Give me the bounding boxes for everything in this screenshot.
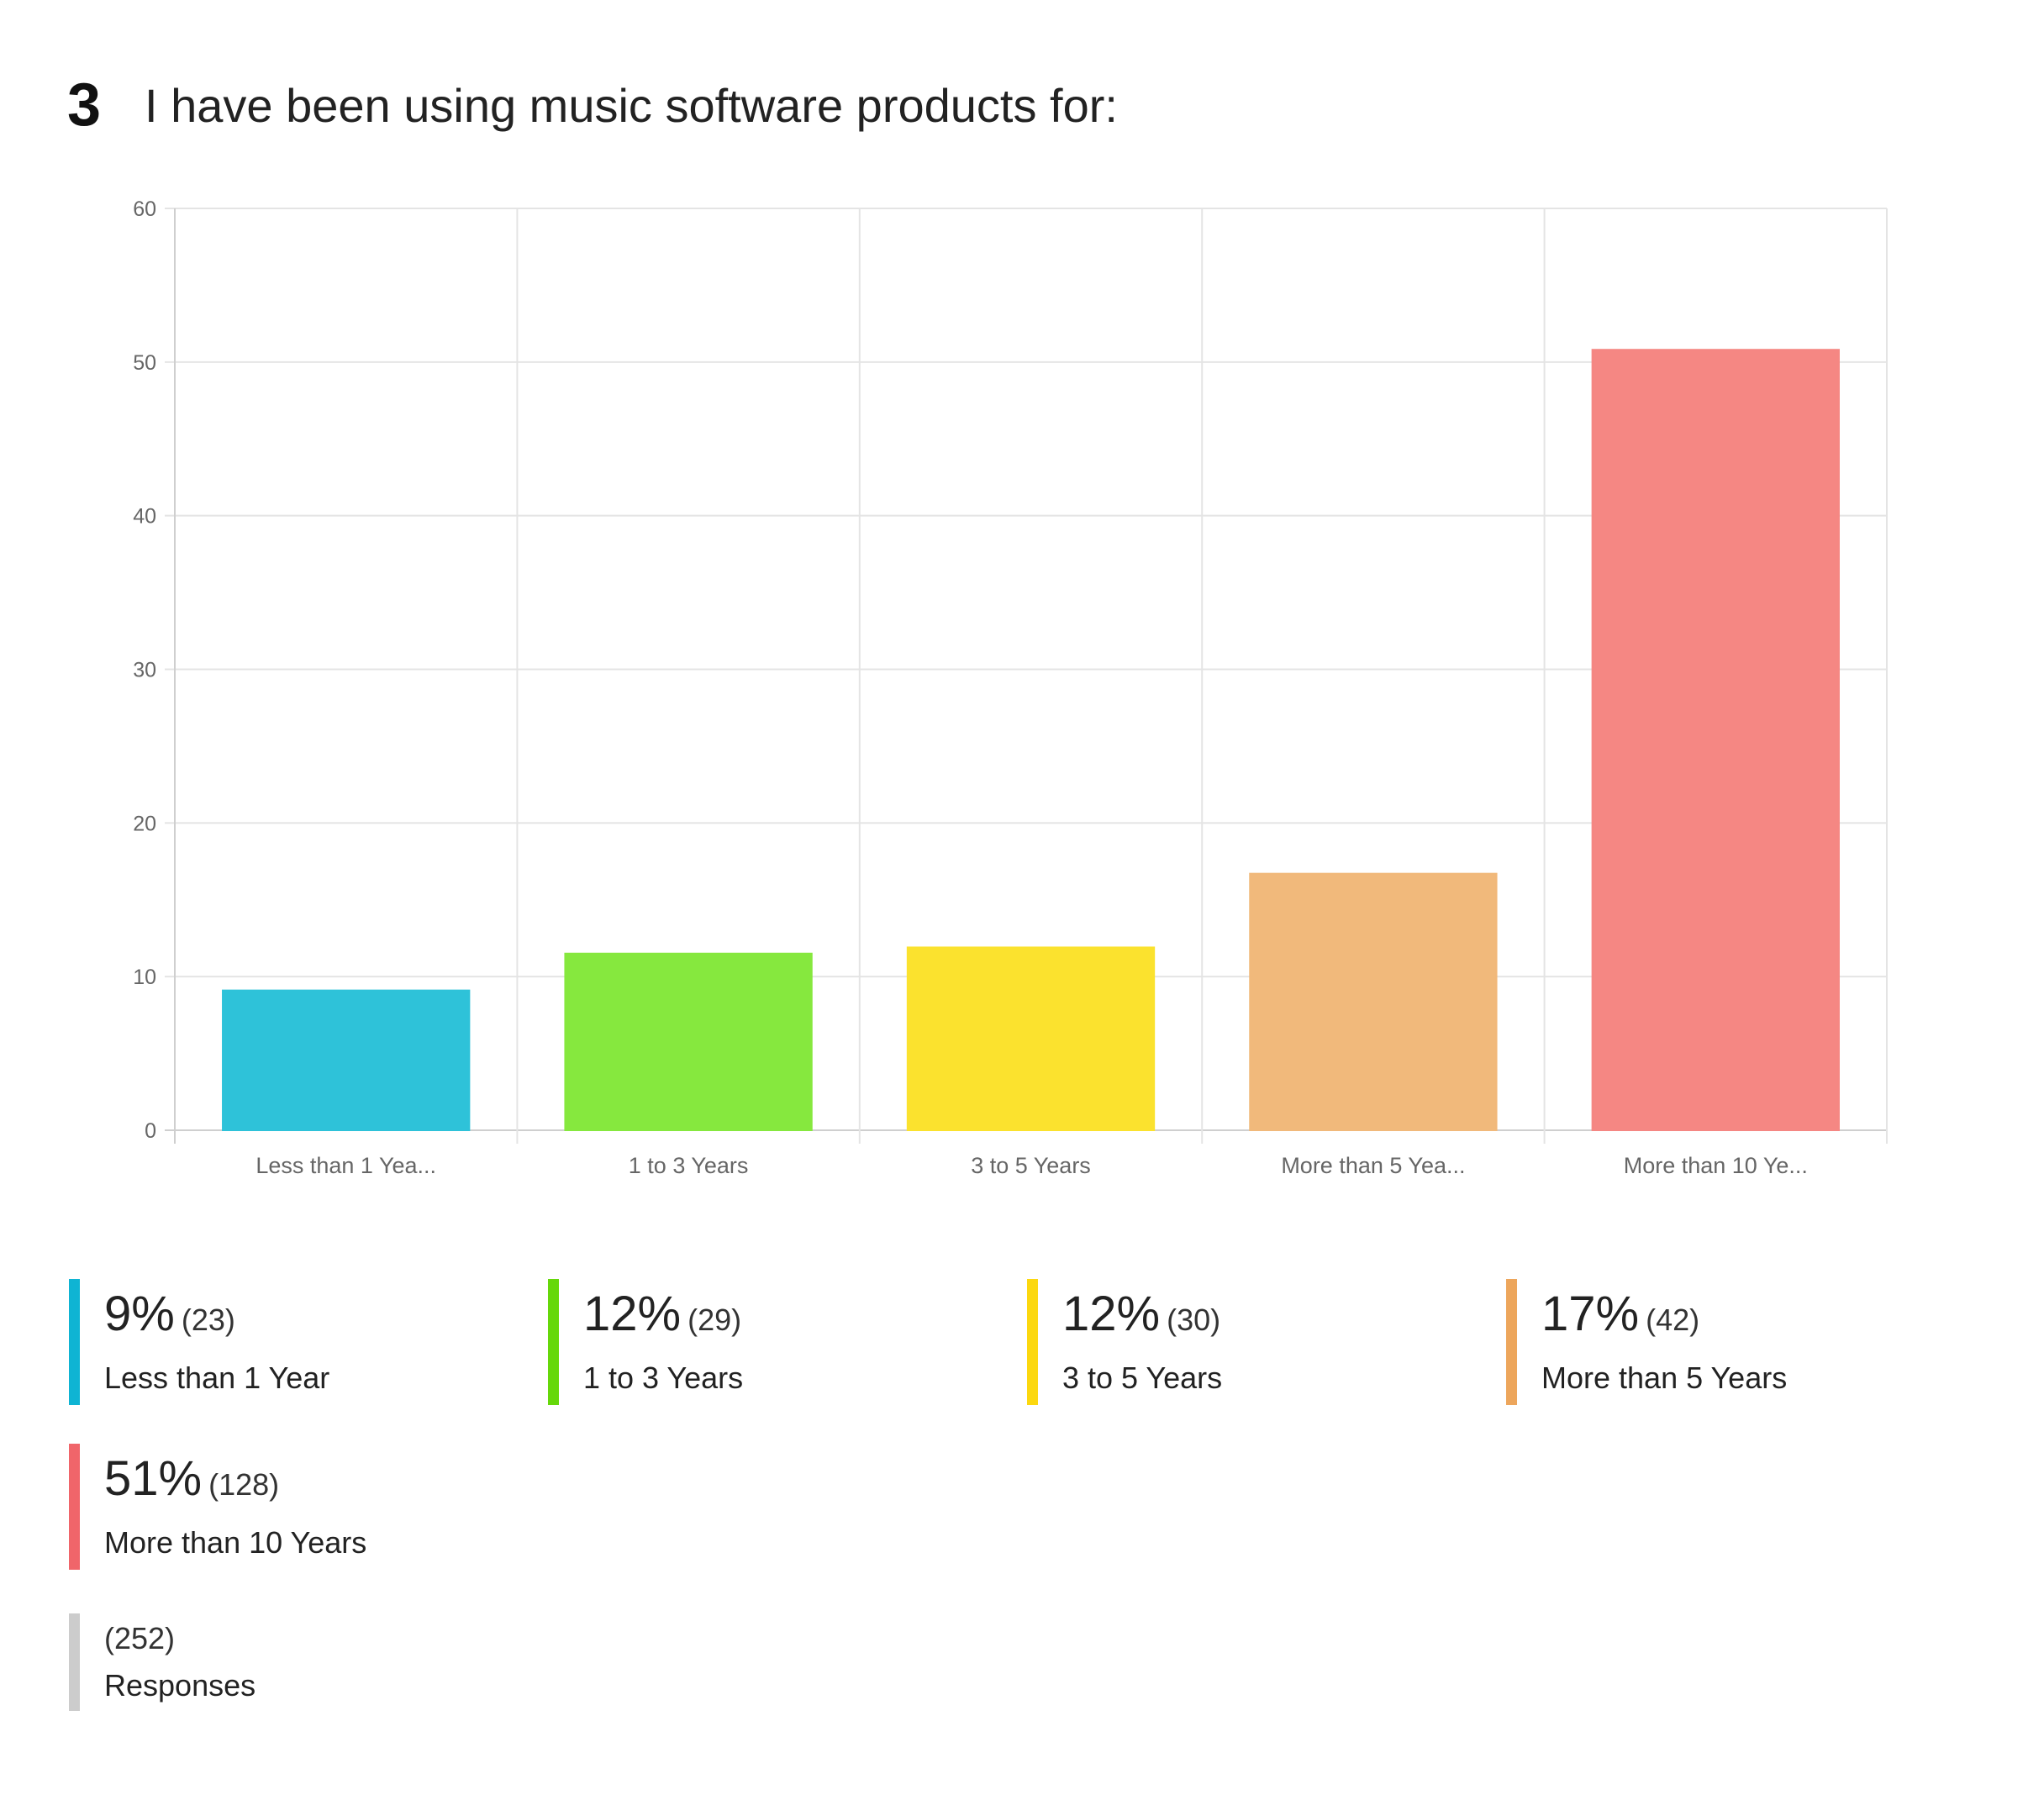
- y-tick-label: 40: [133, 505, 156, 529]
- y-tick-label: 10: [133, 966, 156, 989]
- legend-percent-value: 51%: [104, 1451, 203, 1506]
- bar: [1249, 872, 1498, 1131]
- legend-item-less-than-1-year: 9% (23) Less than 1 Year: [69, 1279, 329, 1405]
- legend-count: (30): [1167, 1303, 1221, 1337]
- legend-percent: 17% (42): [1541, 1287, 1699, 1347]
- bar-chart: 0 10 20 30 40 50 60 Less than 1 Yea... 1 to 3 Y…: [133, 197, 1888, 1178]
- question-number: 3: [67, 71, 102, 139]
- x-tick-label: More than 10 Ye...: [1624, 1153, 1808, 1178]
- question-text: I have been using music software product…: [145, 78, 1118, 132]
- legend-percent: 51% (128): [104, 1452, 279, 1512]
- x-tick-label: Less than 1 Yea...: [256, 1153, 436, 1178]
- total-label: Responses: [104, 1668, 256, 1703]
- question-header: 3 I have been using music software produ…: [67, 59, 1118, 151]
- legend-percent: 12% (29): [583, 1287, 741, 1347]
- legend-percent: 9% (23): [104, 1287, 235, 1347]
- legend-label: 3 to 5 Years: [1062, 1361, 1223, 1395]
- y-tick-label: 20: [133, 812, 156, 835]
- total-color-bar: [69, 1613, 80, 1711]
- legend-percent-value: 9%: [104, 1287, 175, 1341]
- legend-label: 1 to 3 Years: [583, 1361, 744, 1395]
- legend-color-bar: [69, 1279, 80, 1405]
- y-tick-label: 0: [145, 1119, 156, 1143]
- legend-color-bar: [1506, 1279, 1517, 1405]
- y-tick-label: 50: [133, 351, 156, 375]
- x-axis-ticks: Less than 1 Yea... 1 to 3 Years 3 to 5 Yea…: [256, 1153, 1808, 1178]
- chart-bars: [222, 349, 1840, 1132]
- legend-label: More than 10 Years: [104, 1525, 367, 1560]
- x-tick-label: 1 to 3 Years: [629, 1153, 749, 1178]
- bar: [222, 989, 471, 1132]
- legend-count: (128): [208, 1467, 280, 1502]
- legend-color-bar: [69, 1444, 80, 1570]
- bar: [906, 946, 1156, 1132]
- legend-percent: 12% (30): [1062, 1287, 1220, 1347]
- legend-item-1-to-3-years: 12% (29) 1 to 3 Years: [548, 1279, 743, 1405]
- legend-item-more-than-10-years: 51% (128) More than 10 Years: [69, 1444, 366, 1570]
- legend-label: More than 5 Years: [1541, 1361, 1788, 1395]
- legend-percent-value: 12%: [1062, 1287, 1161, 1341]
- bar: [564, 952, 813, 1132]
- legend-item-3-to-5-years: 12% (30) 3 to 5 Years: [1027, 1279, 1222, 1405]
- legend-count: (29): [687, 1303, 742, 1337]
- legend-count: (42): [1646, 1303, 1700, 1337]
- y-tick-label: 30: [133, 659, 156, 682]
- legend-label: Less than 1 Year: [104, 1361, 330, 1395]
- legend-percent-value: 17%: [1541, 1287, 1640, 1341]
- y-tick-label: 60: [133, 197, 156, 221]
- x-tick-label: 3 to 5 Years: [971, 1153, 1091, 1178]
- legend-color-bar: [1027, 1279, 1038, 1405]
- legend-item-more-than-5-years: 17% (42) More than 5 Years: [1506, 1279, 1787, 1405]
- bar: [1591, 349, 1840, 1131]
- x-tick-label: More than 5 Yea...: [1281, 1153, 1465, 1178]
- y-axis-ticks: 0 10 20 30 40 50 60: [133, 197, 156, 1143]
- total-count: (252): [104, 1621, 176, 1655]
- legend-count: (23): [181, 1303, 235, 1337]
- legend-color-bar: [548, 1279, 559, 1405]
- legend-percent-value: 12%: [583, 1287, 682, 1341]
